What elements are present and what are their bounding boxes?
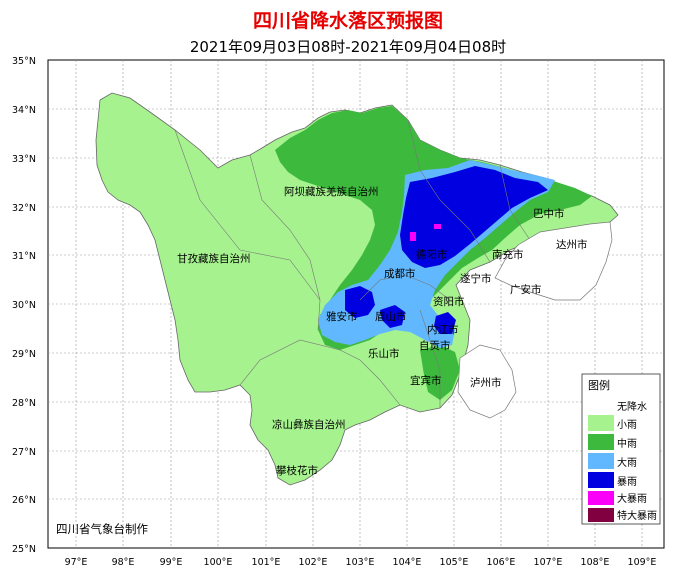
- legend-swatch-heavy: [588, 453, 614, 469]
- legend: 图例 无降水 小雨 中雨 大雨 暴雨 大暴雨 特大暴雨: [581, 373, 661, 525]
- city-boundaries: [174, 119, 531, 408]
- legend-swatch-extreme: [588, 491, 614, 505]
- label-dazhou: 达州市: [556, 238, 588, 251]
- legend-label-moderate: 中雨: [617, 437, 637, 450]
- label-luzhou: 泸州市: [470, 376, 502, 389]
- label-ganzi: 甘孜藏族自治州: [177, 252, 251, 265]
- label-panzhihua: 攀枝花市: [276, 464, 318, 477]
- legend-label-torrential: 暴雨: [617, 476, 637, 488]
- label-nanchong: 南充市: [492, 248, 524, 261]
- torrential-rain-meishan: [380, 305, 405, 328]
- label-bazhong: 巴中市: [533, 207, 565, 220]
- label-meishan: 眉山市: [375, 310, 407, 323]
- lat-label: 29°N: [12, 349, 36, 360]
- lat-label: 30°N: [12, 300, 36, 311]
- legend-label-heavy: 大雨: [617, 456, 637, 469]
- eastern-region-outline: [494, 221, 613, 301]
- label-guangan: 广安市: [510, 283, 542, 296]
- legend-swatch-light: [588, 415, 614, 431]
- lon-label: 99°E: [160, 557, 183, 568]
- lat-label: 28°N: [12, 398, 36, 409]
- torrential-rain-yaan: [345, 286, 375, 318]
- extreme-rain-spot-1: [410, 232, 416, 241]
- southeastern-region-outline: [457, 344, 517, 419]
- lon-label: 103°E: [346, 557, 375, 568]
- lon-label: 107°E: [534, 557, 563, 568]
- label-liangshan: 凉山彝族自治州: [272, 418, 346, 431]
- label-neijiang: 内江市: [427, 323, 459, 336]
- map-title: 四川省降水落区预报图: [252, 10, 443, 32]
- legend-label-extreme: 大暴雨: [617, 492, 647, 505]
- lat-label: 35°N: [12, 56, 36, 67]
- legend-label-light: 小雨: [617, 419, 637, 431]
- lon-label: 108°E: [581, 557, 610, 568]
- latitude-labels: 35°N 34°N 33°N 32°N 31°N 30°N 29°N 28°N …: [12, 56, 36, 555]
- lat-label: 33°N: [12, 154, 36, 165]
- legend-swatch-moderate: [588, 434, 614, 450]
- lat-label: 34°N: [12, 105, 36, 116]
- longitude-labels: 97°E 98°E 99°E 100°E 101°E 102°E 103°E 1…: [65, 557, 657, 568]
- label-chengdu: 成都市: [384, 267, 416, 280]
- lon-label: 104°E: [393, 557, 422, 568]
- label-yaan: 雅安市: [326, 310, 358, 323]
- lon-label: 106°E: [487, 557, 516, 568]
- lon-label: 109°E: [628, 557, 657, 568]
- lon-label: 100°E: [204, 557, 233, 568]
- label-ziyang: 资阳市: [433, 295, 465, 308]
- lon-label: 101°E: [252, 557, 281, 568]
- lat-label: 27°N: [12, 447, 36, 458]
- lon-label: 98°E: [112, 557, 135, 568]
- torrential-rain-area: [400, 166, 548, 268]
- lat-label: 32°N: [12, 203, 36, 214]
- legend-label-super: 特大暴雨: [617, 509, 657, 522]
- lon-label: 102°E: [299, 557, 328, 568]
- lon-label: 97°E: [65, 557, 88, 568]
- lon-label: 105°E: [440, 557, 469, 568]
- legend-title: 图例: [588, 378, 610, 392]
- lat-label: 26°N: [12, 495, 36, 506]
- legend-swatch-none: [588, 396, 614, 412]
- label-deyang: 德阳市: [416, 248, 448, 261]
- credit-text: 四川省气象台制作: [56, 522, 148, 536]
- map-subtitle: 2021年09月03日08时-2021年09月04日08时: [189, 38, 507, 56]
- torrential-rain-neijiang: [434, 312, 456, 334]
- label-leshan: 乐山市: [368, 347, 400, 360]
- legend-swatch-torrential: [588, 472, 614, 488]
- lat-label: 31°N: [12, 251, 36, 262]
- legend-swatch-super: [588, 508, 614, 522]
- label-zigong: 自贡市: [419, 339, 451, 352]
- label-suining: 遂宁市: [460, 272, 492, 285]
- legend-label-none: 无降水: [617, 400, 647, 413]
- lat-label: 25°N: [12, 544, 36, 555]
- label-yibin: 宜宾市: [410, 374, 442, 387]
- extreme-rain-spot-2: [434, 224, 441, 229]
- label-aba: 阿坝藏族羌族自治州: [284, 185, 379, 198]
